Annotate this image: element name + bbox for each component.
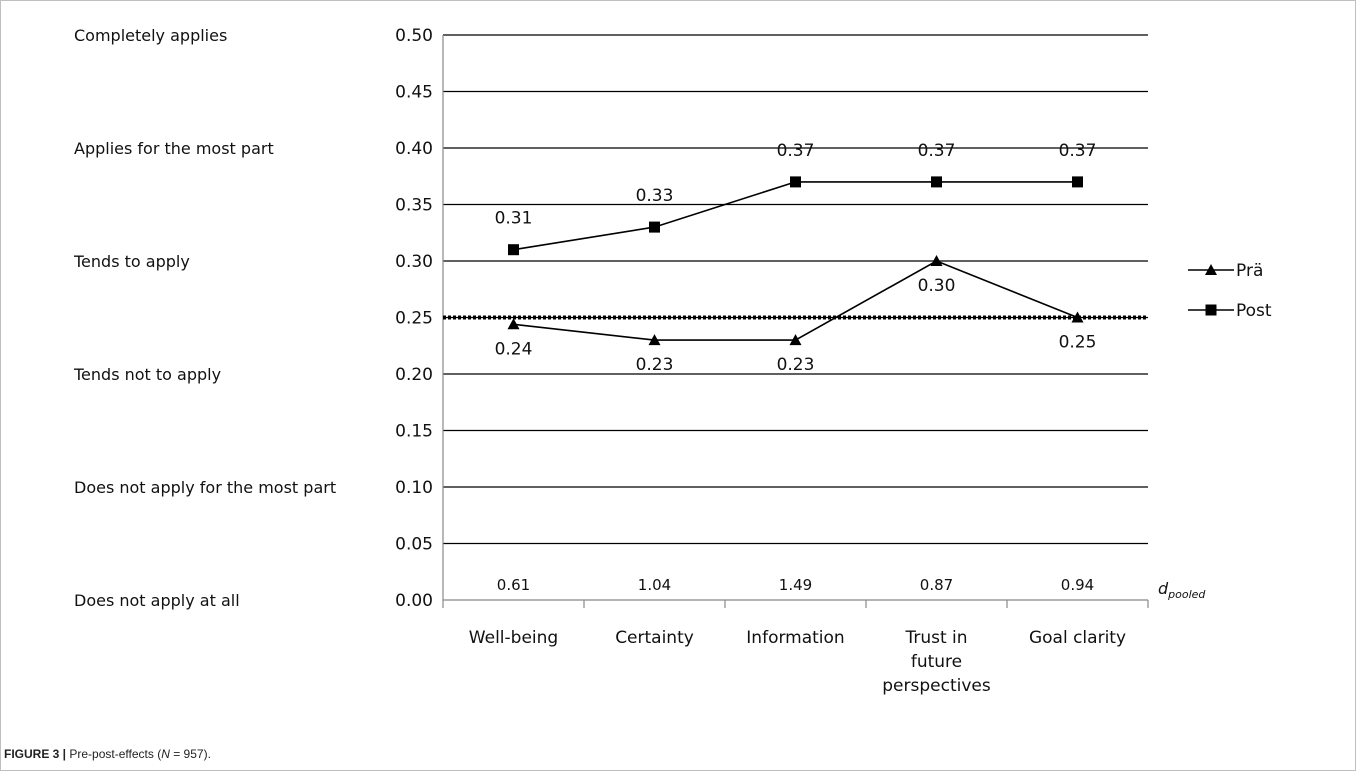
y-tick-label: 0.10: [395, 478, 433, 498]
series-line-prä: [513, 260, 1078, 341]
data-point-post: [1072, 176, 1083, 188]
data-label: 0.33: [636, 186, 674, 206]
y-tick-label: 0.30: [395, 252, 433, 272]
data-label: 0.25: [1059, 333, 1097, 353]
effect-size-label: 0.94: [1061, 576, 1094, 594]
legend-label: Prä: [1236, 261, 1263, 281]
data-label: 0.23: [777, 355, 815, 375]
effect-size-label: 0.87: [920, 576, 953, 594]
y-tick-label: 0.25: [395, 309, 433, 329]
data-label: 0.30: [918, 276, 956, 296]
effect-size-label: 1.04: [638, 576, 671, 594]
legend-marker-post: [1205, 304, 1217, 316]
y-tick-label: 0.45: [395, 83, 433, 103]
figure-number: FIGURE 3 |: [4, 747, 67, 761]
y-tick-label: 0.00: [395, 591, 433, 611]
caption-text-2: = 957).: [169, 747, 211, 761]
data-label: 0.37: [918, 141, 956, 161]
data-label: 0.24: [495, 339, 533, 359]
y-tick-label: 0.50: [395, 26, 433, 46]
scale-label: Does not apply at all: [74, 591, 240, 610]
caption-n-symbol: N: [161, 747, 170, 761]
x-category-label: Trust in: [904, 628, 967, 648]
data-point-post: [508, 244, 519, 256]
series-line-post: [513, 181, 1078, 251]
scale-label: Completely applies: [74, 26, 227, 45]
effect-size-label: 0.61: [497, 576, 530, 594]
y-tick-label: 0.05: [395, 535, 433, 555]
y-tick-label: 0.40: [395, 139, 433, 159]
y-tick-label: 0.20: [395, 365, 433, 385]
legend-label: Post: [1236, 301, 1272, 321]
data-point-prä: [1071, 311, 1084, 323]
y-tick-label: 0.15: [395, 422, 433, 442]
x-category-label: future: [911, 652, 962, 672]
line-chart: 0.00 0.05 0.10 0.15 0.20 0.25 0.30 0.35 0.40 0.45…: [73, 26, 1272, 696]
effect-size-label: 1.49: [779, 576, 812, 594]
caption-text-1: Pre-post-effects (: [66, 747, 162, 761]
effect-size-axis-label: dpooled: [1158, 579, 1206, 601]
scale-label: Tends to apply: [73, 252, 190, 271]
data-label: 0.31: [495, 209, 533, 229]
x-category-label: perspectives: [882, 676, 991, 696]
data-point-prä: [930, 255, 943, 266]
data-label: 0.37: [1059, 141, 1097, 161]
x-category-label: Goal clarity: [1029, 628, 1126, 648]
data-label: 0.37: [777, 141, 815, 161]
data-point-post: [649, 221, 660, 233]
scale-label: Tends not to apply: [73, 365, 221, 384]
data-point-prä: [507, 318, 520, 330]
data-label: 0.23: [636, 355, 674, 375]
x-category-label: Certainty: [615, 628, 694, 648]
scale-label: Does not apply for the most part: [74, 478, 336, 497]
x-category-label: Information: [746, 628, 844, 648]
legend-marker-prä: [1205, 264, 1217, 275]
data-point-post: [790, 176, 801, 188]
data-point-prä: [789, 334, 802, 346]
scale-label: Applies for the most part: [74, 139, 274, 158]
data-point-post: [931, 176, 942, 188]
x-category-label: Well-being: [469, 628, 558, 648]
figure-caption: FIGURE 3 | Pre-post-effects (N = 957).: [4, 747, 211, 761]
y-tick-label: 0.35: [395, 196, 433, 216]
data-point-prä: [648, 334, 661, 346]
